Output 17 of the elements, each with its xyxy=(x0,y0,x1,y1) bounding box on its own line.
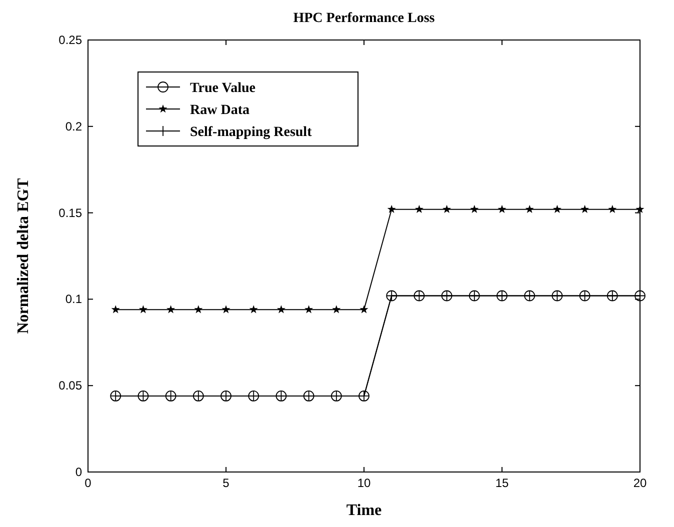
y-tick-label: 0.15 xyxy=(58,206,82,220)
legend-label: True Value xyxy=(190,81,256,96)
y-tick-label: 0.2 xyxy=(65,119,82,134)
x-tick-label: 15 xyxy=(495,476,509,490)
y-tick-label: 0.05 xyxy=(58,378,82,393)
x-tick-label: 10 xyxy=(357,476,371,490)
legend-label: Self-mapping Result xyxy=(190,125,312,140)
x-tick-label: 0 xyxy=(84,476,92,490)
y-axis-title: Normalized delta EGT xyxy=(15,178,32,334)
x-axis-title: Time xyxy=(346,502,382,519)
y-tick-label: 0.25 xyxy=(58,33,82,47)
y-tick-label: 0 xyxy=(75,465,82,479)
x-tick-label: 20 xyxy=(633,476,647,490)
legend-label: Raw Data xyxy=(190,103,250,118)
chart-title: HPC Performance Loss xyxy=(293,11,436,26)
x-tick-label: 5 xyxy=(222,476,230,490)
y-tick-label: 0.1 xyxy=(65,292,82,306)
